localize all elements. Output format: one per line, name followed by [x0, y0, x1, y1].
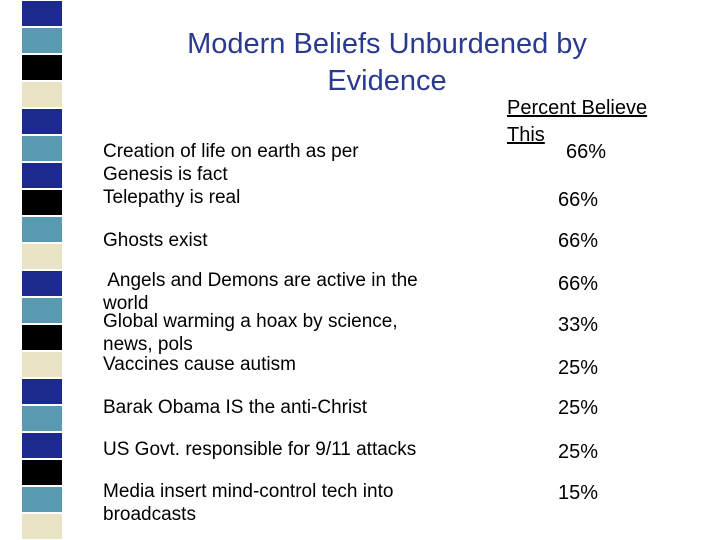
strip-block — [22, 82, 62, 107]
strip-block — [22, 352, 62, 377]
strip-block — [22, 298, 62, 323]
belief: Creation of life on earth as per — [103, 141, 359, 162]
strip-block — [22, 244, 62, 269]
strip-block — [22, 109, 62, 134]
column-header: Percent Believe — [507, 97, 648, 119]
belief: Vaccines cause autism — [103, 354, 296, 375]
strip-block — [22, 406, 62, 431]
belief: Angels and Demons are active in the — [103, 270, 418, 291]
strip-block — [22, 1, 62, 26]
belief: Global warming a hoax by science, — [103, 311, 398, 332]
strip-block — [22, 136, 62, 161]
strip-block — [22, 271, 62, 296]
belief: broadcasts — [103, 504, 196, 525]
strip-block — [22, 487, 62, 512]
percent: 66% — [558, 189, 599, 211]
strip-block — [22, 325, 62, 350]
percent: 25% — [558, 357, 599, 379]
strip-block — [22, 163, 62, 188]
belief: Ghosts exist — [103, 230, 208, 251]
percent: 15% — [558, 482, 599, 504]
belief: Media insert mind-control tech into — [103, 481, 394, 502]
column-header: This — [507, 124, 545, 146]
percent: 25% — [558, 441, 599, 463]
belief: US Govt. responsible for 9/11 attacks — [103, 439, 417, 460]
percent: 66% — [566, 141, 607, 163]
strip-block — [22, 460, 62, 485]
strip-block — [22, 190, 62, 215]
strip-block — [22, 217, 62, 242]
belief: Telepathy is real — [103, 187, 241, 208]
percent: 25% — [558, 397, 599, 419]
belief: news, pols — [103, 334, 193, 355]
strip-block — [22, 55, 62, 80]
strip-block — [22, 379, 62, 404]
belief: Barak Obama IS the anti-Christ — [103, 397, 367, 418]
strip-block — [22, 28, 62, 53]
percent: 66% — [558, 273, 599, 295]
percent: 33% — [558, 314, 599, 336]
strip-block — [22, 514, 62, 539]
decorative-strip — [22, 1, 62, 539]
title: Evidence — [327, 65, 447, 97]
percent: 66% — [558, 230, 599, 252]
belief: world — [103, 293, 149, 314]
belief: Genesis is fact — [103, 164, 228, 185]
strip-block — [22, 433, 62, 458]
title: Modern Beliefs Unburdened by — [187, 28, 587, 60]
